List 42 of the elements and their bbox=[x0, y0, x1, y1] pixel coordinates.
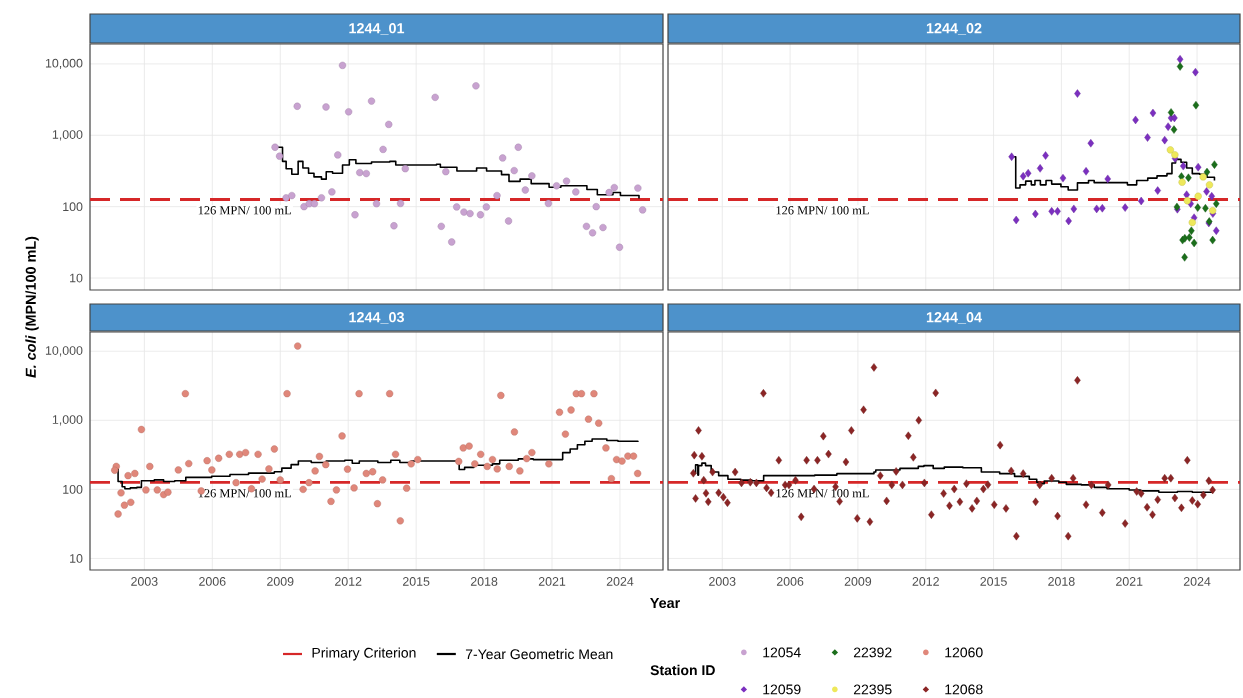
x-tick-label: 2009 bbox=[844, 577, 872, 586]
y-tick-label: 100 bbox=[63, 202, 83, 212]
legend-label: 22392 bbox=[853, 647, 892, 658]
x-tick-label: 2009 bbox=[267, 577, 294, 586]
y-tick-label: 10,000 bbox=[45, 346, 83, 357]
x-tick-label: 2018 bbox=[1048, 577, 1075, 586]
x-tick-label: 2003 bbox=[131, 577, 158, 586]
x-tick-label: 2021 bbox=[538, 577, 566, 586]
x-tick-label: 2012 bbox=[912, 577, 939, 586]
chart-title: 1244_01 bbox=[349, 23, 405, 35]
x-tick-label: 2024 bbox=[1183, 577, 1211, 586]
ref-line-label: 126 MPN/ 100 mL bbox=[776, 489, 869, 498]
y-tick-label: 10 bbox=[70, 273, 83, 283]
ref-line-label: 126 MPN/ 100 mL bbox=[198, 206, 291, 215]
legend-label: 7-Year Geometric Mean bbox=[465, 648, 613, 660]
x-tick-label: 2012 bbox=[335, 577, 362, 586]
y-tick-label: 1,000 bbox=[52, 415, 83, 426]
legend-label: 12060 bbox=[945, 647, 983, 658]
y-axis-title: E. coli (MPN/100 mL) bbox=[25, 236, 39, 378]
legend-label: 12068 bbox=[945, 684, 983, 695]
y-tick-label: 1,000 bbox=[52, 130, 83, 141]
x-tick-label: 2003 bbox=[709, 577, 736, 586]
chart-title: 1244_02 bbox=[926, 23, 982, 35]
legend-label: 22395 bbox=[853, 684, 892, 695]
text: Primary Criterion bbox=[312, 647, 416, 661]
legend-title: Station ID bbox=[650, 664, 715, 676]
chart-title: 1244_04 bbox=[926, 312, 982, 324]
legend-label: 12059 bbox=[763, 684, 801, 695]
x-tick-label: 2024 bbox=[606, 577, 634, 586]
x-tick-label: 2018 bbox=[470, 577, 498, 586]
y-tick-label: 100 bbox=[63, 484, 83, 494]
x-tick-label: 2006 bbox=[776, 577, 804, 586]
x-tick-label: 2006 bbox=[199, 577, 226, 586]
x-axis-title: Year bbox=[650, 597, 681, 609]
y-tick-label: 10 bbox=[70, 554, 83, 563]
ref-line-label: 126 MPN/ 100 mL bbox=[776, 206, 869, 215]
chart-title: 1244_03 bbox=[349, 312, 405, 324]
y-tick-label: 10,000 bbox=[45, 58, 83, 70]
x-tick-label: 2015 bbox=[980, 577, 1007, 586]
legend-label: 12054 bbox=[763, 647, 801, 658]
x-tick-label: 2015 bbox=[402, 577, 430, 586]
x-tick-label: 2021 bbox=[1116, 577, 1143, 586]
